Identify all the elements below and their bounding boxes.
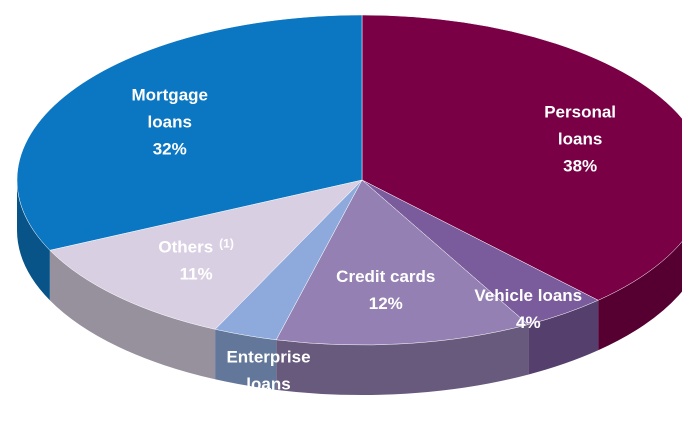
footnote-mark: (1): [219, 236, 234, 251]
slice: [16, 14, 363, 251]
slice-side: [528, 300, 599, 375]
category-name: Vehicle loans: [474, 286, 583, 306]
slice-label: Enterprise loans 3%: [214, 344, 324, 425]
slice: [275, 179, 529, 346]
slice: [361, 14, 682, 301]
category-name: Personal loans: [544, 102, 617, 149]
slice-label: Personal loans 38%: [525, 98, 635, 179]
slice-label: Vehicle loans 4%: [473, 282, 583, 336]
slice-label: Credit cards 12%: [331, 263, 441, 317]
slice-side: [276, 324, 529, 395]
value-label: 3%: [256, 401, 281, 421]
category-name: Credit cards: [336, 267, 436, 287]
slice-label: Others (1) 11%: [141, 231, 251, 288]
category-name: Enterprise loans: [226, 347, 311, 394]
value-label: 32%: [152, 139, 187, 159]
value-label: 12%: [368, 294, 403, 314]
slice-side: [17, 180, 50, 301]
slice-label: Mortgage loans 32%: [115, 81, 225, 162]
slice-side: [598, 241, 682, 351]
page: (() => { const data = JSON.parse(documen…: [16, 14, 682, 395]
category-name: Mortgage loans: [131, 85, 208, 132]
slice-side: [215, 329, 277, 390]
value-label: 4%: [515, 313, 541, 333]
chart: [16, 14, 682, 395]
slice: [49, 179, 363, 330]
category-name: Others: [158, 237, 214, 257]
value-label: 11%: [179, 264, 213, 284]
value-label: 38%: [563, 156, 598, 176]
